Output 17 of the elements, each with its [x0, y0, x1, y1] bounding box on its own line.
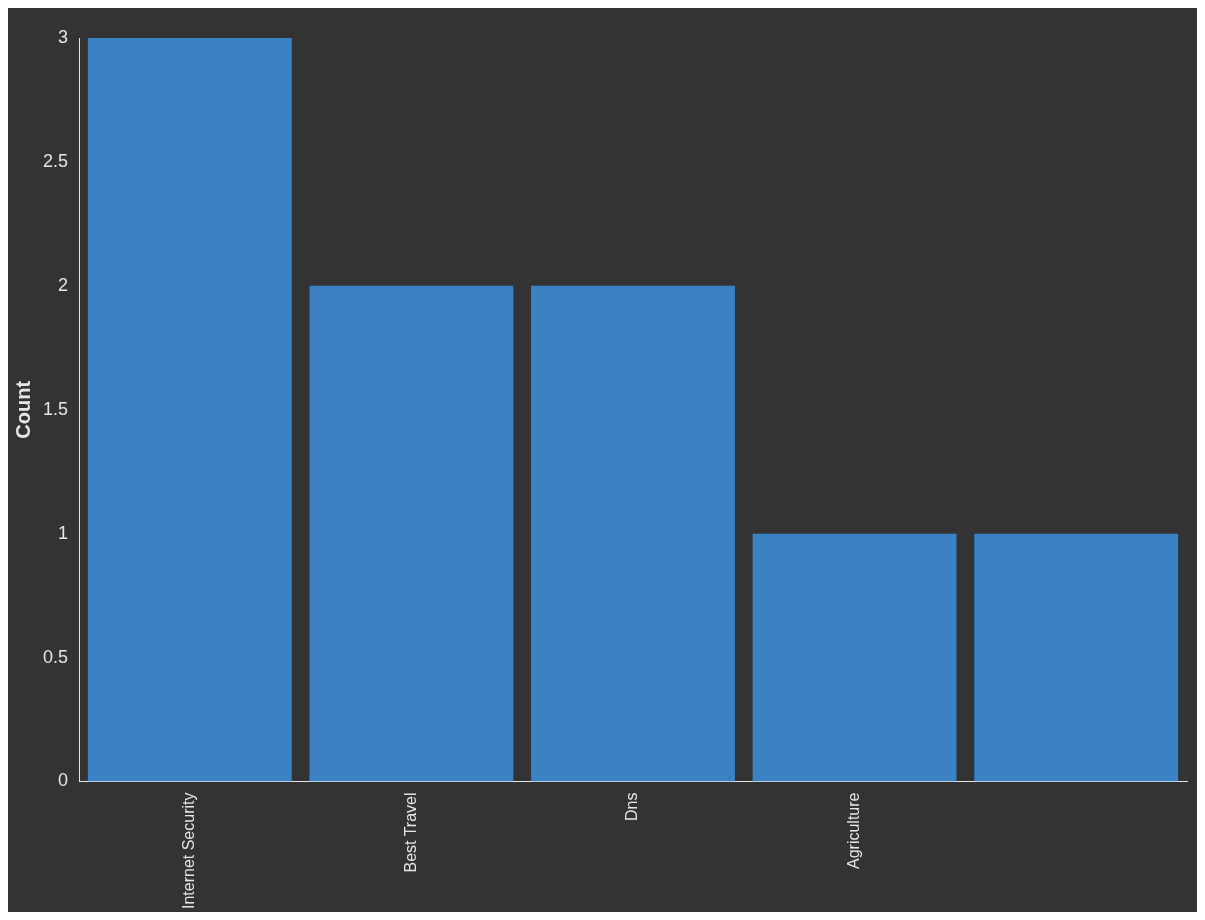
y-tick-label: 3: [58, 26, 69, 47]
x-tick-label: Dns: [623, 792, 641, 821]
y-tick-label: 2: [58, 274, 69, 295]
bar: [531, 285, 735, 782]
y-tick-label: 1.5: [42, 398, 69, 419]
y-tick-label: 2.5: [42, 150, 69, 171]
bar: [974, 533, 1179, 782]
y-tick-label: 1: [58, 522, 69, 543]
y-axis-title: Count: [11, 380, 34, 439]
y-tick-label: 0.5: [42, 646, 69, 667]
y-tick-label: 0: [58, 770, 69, 791]
x-tick-label: Internet Security: [180, 792, 198, 909]
bar: [87, 38, 292, 782]
bar: [752, 533, 957, 782]
x-tick-label: Agriculture: [845, 792, 863, 869]
x-tick-label: Best Travel: [401, 792, 419, 873]
bar: [309, 285, 514, 782]
